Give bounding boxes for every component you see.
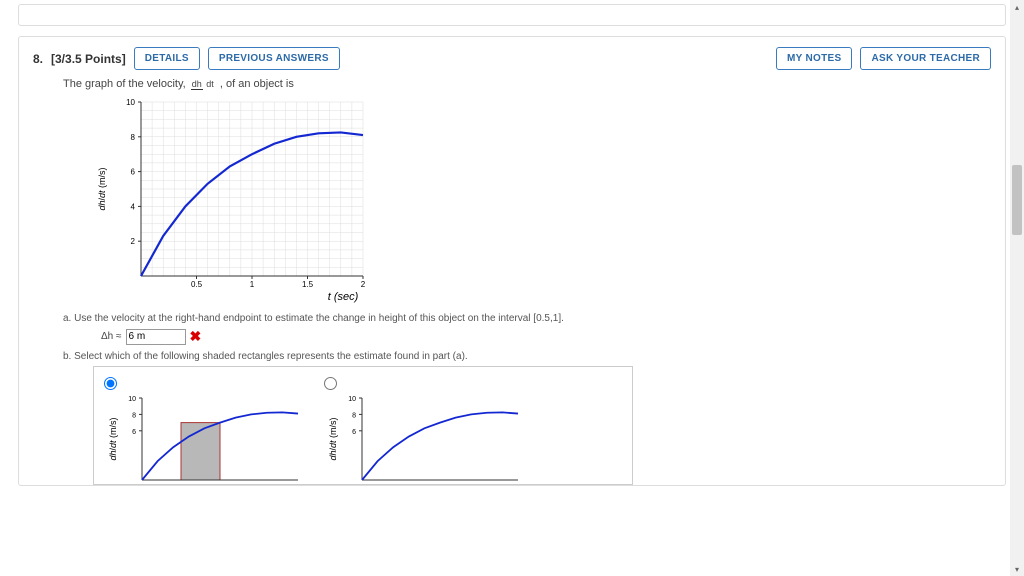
svg-text:1.5: 1.5 — [302, 280, 314, 289]
intro-suffix: , of an object is — [220, 78, 294, 90]
svg-text:8: 8 — [352, 412, 356, 419]
ask-teacher-button[interactable]: ASK YOUR TEACHER — [860, 47, 991, 70]
details-button[interactable]: DETAILS — [134, 47, 200, 70]
option-2: 6 8 10 dh/dt (m/s) — [324, 377, 524, 484]
my-notes-button[interactable]: MY NOTES — [776, 47, 852, 70]
svg-text:t (sec): t (sec) — [328, 291, 359, 303]
svg-text:dh/dt (m/s): dh/dt (m/s) — [108, 417, 118, 460]
option-panel: 6 8 10 dh/dt (m/s) 6 8 10 dh/dt (m/s) — [93, 366, 633, 485]
scroll-down-arrow[interactable]: ▾ — [1010, 562, 1024, 576]
svg-text:6: 6 — [131, 168, 136, 177]
wrong-icon: ✖ — [190, 328, 202, 345]
question-points: [3/3.5 Points] — [51, 52, 126, 66]
svg-text:8: 8 — [132, 412, 136, 419]
scroll-up-arrow[interactable]: ▴ — [1010, 0, 1024, 14]
previous-answers-button[interactable]: PREVIOUS ANSWERS — [208, 47, 340, 70]
intro-prefix: The graph of the velocity, — [63, 78, 189, 90]
svg-text:dh/dt (m/s): dh/dt (m/s) — [328, 417, 338, 460]
option-1: 6 8 10 dh/dt (m/s) — [104, 377, 304, 484]
option-2-radio[interactable] — [324, 377, 337, 390]
delta-h-label: Δh ≈ — [101, 331, 122, 342]
svg-text:4: 4 — [131, 202, 136, 211]
svg-text:0.5: 0.5 — [191, 280, 203, 289]
part-a-answer: Δh ≈ ✖ — [101, 328, 991, 345]
svg-text:8: 8 — [131, 133, 136, 142]
part-b-text: b. Select which of the following shaded … — [63, 351, 583, 362]
svg-text:dh/dt (m/s): dh/dt (m/s) — [97, 167, 107, 210]
svg-text:10: 10 — [128, 396, 136, 403]
delta-h-input[interactable] — [126, 329, 186, 345]
intro-fraction: dh dt — [191, 80, 215, 89]
question-header: 8. [3/3.5 Points] DETAILS PREVIOUS ANSWE… — [33, 47, 991, 70]
svg-text:1: 1 — [250, 280, 255, 289]
svg-text:2: 2 — [361, 280, 366, 289]
option-2-chart: 6 8 10 dh/dt (m/s) — [324, 394, 524, 484]
svg-text:6: 6 — [132, 429, 136, 436]
part-a-text: a. Use the velocity at the right-hand en… — [63, 313, 583, 324]
option-1-radio[interactable] — [104, 377, 117, 390]
intro-text: The graph of the velocity, dh dt , of an… — [63, 78, 991, 90]
question-number: 8. — [33, 52, 43, 66]
question-body: The graph of the velocity, dh dt , of an… — [33, 70, 991, 485]
main-chart: 0.5 1 1.5 2 2 4 6 8 10 t (sec) dh/dt (m/s) — [93, 94, 991, 307]
svg-text:6: 6 — [352, 429, 356, 436]
svg-text:10: 10 — [126, 98, 135, 107]
question-8: 8. [3/3.5 Points] DETAILS PREVIOUS ANSWE… — [18, 36, 1006, 486]
previous-question-footer — [18, 4, 1006, 26]
svg-text:10: 10 — [348, 396, 356, 403]
option-1-chart: 6 8 10 dh/dt (m/s) — [104, 394, 304, 484]
svg-text:2: 2 — [131, 237, 136, 246]
scroll-thumb[interactable] — [1012, 165, 1022, 235]
vertical-scrollbar[interactable]: ▴ ▾ — [1010, 0, 1024, 576]
